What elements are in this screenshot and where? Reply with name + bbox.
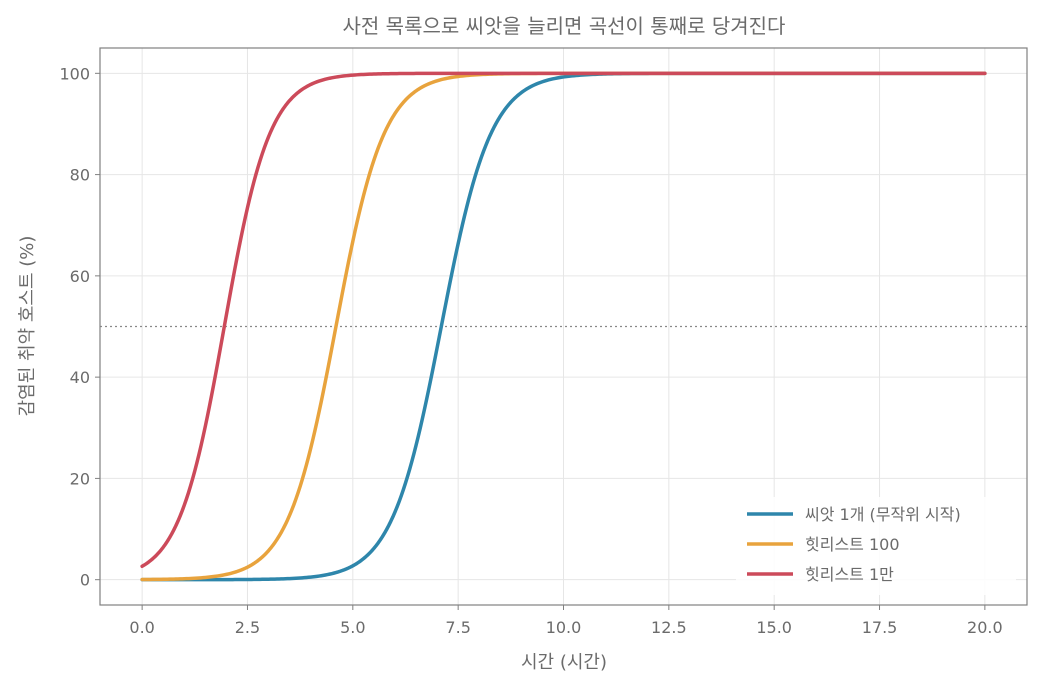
x-tick-label: 12.5 [651,618,687,637]
y-tick-label: 40 [70,368,90,387]
legend-label: 씨앗 1개 (무작위 시작) [805,505,961,524]
y-tick-label: 60 [70,267,90,286]
x-axis: 0.0 2.5 5.0 7.5 10.0 12.5 15.0 17.5 20.0 [129,605,1003,637]
x-tick-label: 10.0 [546,618,582,637]
y-tick-label: 100 [59,64,90,83]
x-axis-label: 시간 (시간) [521,652,607,673]
x-tick-label: 15.0 [756,618,792,637]
legend-label: 힛리스트 1만 [805,565,894,584]
x-tick-label: 0.0 [129,618,154,637]
series-group [140,71,987,582]
y-axis-label: 감염된 취약 호스트 (%) [17,236,38,417]
y-tick-label: 20 [70,469,90,488]
legend-box [736,497,1016,595]
x-tick-label: 5.0 [340,618,365,637]
y-axis: 0 20 40 60 80 100 [59,64,100,590]
x-tick-label: 2.5 [235,618,260,637]
x-tick-label: 20.0 [967,618,1003,637]
series-line-3 [140,71,987,569]
x-tick-label: 7.5 [445,618,470,637]
y-tick-label: 80 [70,166,90,185]
x-tick-label: 17.5 [862,618,898,637]
legend: 씨앗 1개 (무작위 시작) 힛리스트 100 힛리스트 1만 [736,497,1016,595]
y-tick-label: 0 [80,571,90,590]
legend-label: 힛리스트 100 [805,535,900,554]
chart-title: 사전 목록으로 씨앗을 늘리면 곡선이 통째로 당겨진다 [343,14,786,38]
